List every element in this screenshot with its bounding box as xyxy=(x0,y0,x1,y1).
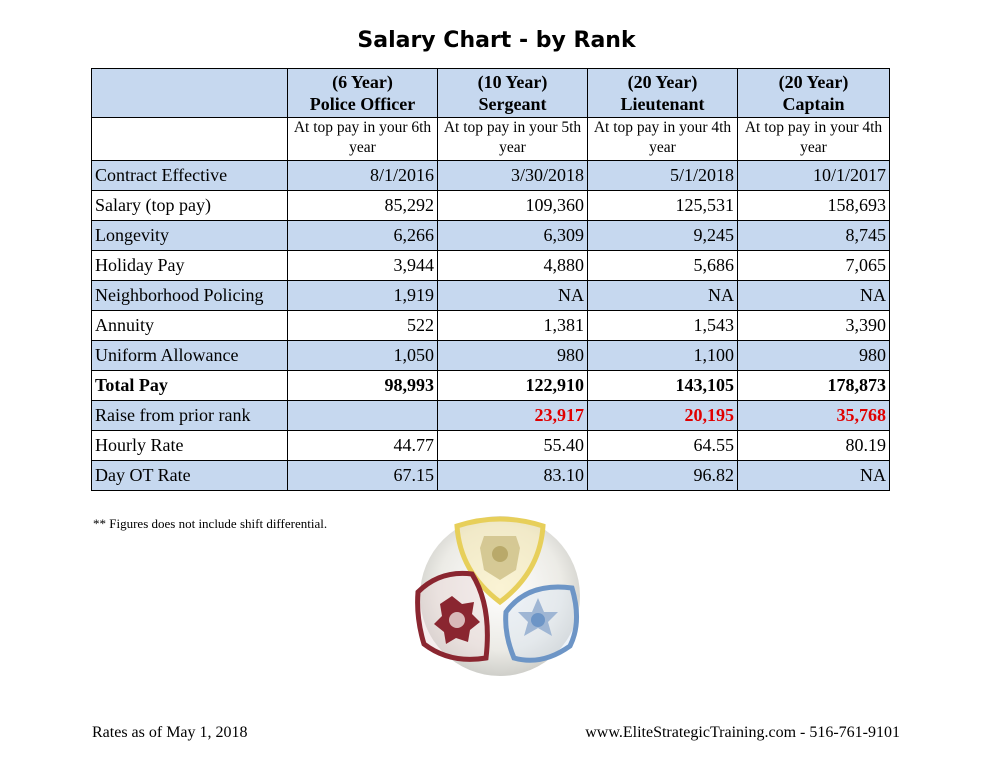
row-raise-from-prior-rank: Raise from prior rank 23,917 20,195 35,7… xyxy=(91,400,890,431)
header-years: (20 Year) xyxy=(778,72,849,92)
cell-value: 125,531 xyxy=(587,190,738,221)
row-label: Holiday Pay xyxy=(91,250,288,281)
cell-value: 9,245 xyxy=(587,220,738,251)
header-years: (10 Year) xyxy=(477,72,548,92)
cell-value: NA xyxy=(587,280,738,311)
row-salary: Salary (top pay) 85,292 109,360 125,531 … xyxy=(91,190,890,221)
cell-value: 3,944 xyxy=(287,250,438,281)
cell-value: 143,105 xyxy=(587,370,738,401)
cell-value: 3,390 xyxy=(737,310,890,341)
cell-value: 98,993 xyxy=(287,370,438,401)
cell-value: 980 xyxy=(737,340,890,371)
header-captain: (20 Year) Captain xyxy=(737,68,890,118)
badge-logo xyxy=(415,516,580,676)
cell-value: 7,065 xyxy=(737,250,890,281)
subheader-row: At top pay in your 6th year At top pay i… xyxy=(91,117,890,161)
cell-value: 96.82 xyxy=(587,460,738,491)
cell-value: 44.77 xyxy=(287,430,438,461)
header-years: (20 Year) xyxy=(627,72,698,92)
cell-value: 8/1/2016 xyxy=(287,160,438,191)
header-rank: Captain xyxy=(782,94,845,114)
cell-value: 23,917 xyxy=(437,400,588,431)
cell-value: NA xyxy=(737,460,890,491)
cell-value: 8,745 xyxy=(737,220,890,251)
cell-value: NA xyxy=(437,280,588,311)
footnote: ** Figures does not include shift differ… xyxy=(93,516,328,531)
cell-value: 64.55 xyxy=(587,430,738,461)
cell-value: 85,292 xyxy=(287,190,438,221)
cell-value: 980 xyxy=(437,340,588,371)
row-annuity: Annuity 522 1,381 1,543 3,390 xyxy=(91,310,890,341)
cell-value: 158,693 xyxy=(737,190,890,221)
cell-value: 1,919 xyxy=(287,280,438,311)
cell-value: 5/1/2018 xyxy=(587,160,738,191)
header-lieutenant: (20 Year) Lieutenant xyxy=(587,68,738,118)
cell-value: 4,880 xyxy=(437,250,588,281)
cell-value xyxy=(287,400,438,431)
row-label: Uniform Allowance xyxy=(91,340,288,371)
row-total-pay: Total Pay 98,993 122,910 143,105 178,873 xyxy=(91,370,890,401)
row-label: Contract Effective xyxy=(91,160,288,191)
blue-shield-icon xyxy=(503,584,579,663)
row-label: Day OT Rate xyxy=(91,460,288,491)
row-label: Longevity xyxy=(91,220,288,251)
rates-as-of-text: Rates as of May 1, 2018 xyxy=(92,724,248,741)
subheader-note: At top pay in your 4th year xyxy=(587,117,738,161)
row-uniform-allowance: Uniform Allowance 1,050 980 1,100 980 xyxy=(91,340,890,371)
cell-value: 3/30/2018 xyxy=(437,160,588,191)
cell-value: 55.40 xyxy=(437,430,588,461)
page-title: Salary Chart - by Rank xyxy=(357,28,636,53)
cell-value: 83.10 xyxy=(437,460,588,491)
maroon-shield-icon xyxy=(415,570,490,662)
cell-value: 522 xyxy=(287,310,438,341)
header-row: (6 Year) Police Officer (10 Year) Sergeant… xyxy=(91,68,890,118)
cell-value: 5,686 xyxy=(587,250,738,281)
salary-table: (6 Year) Police Officer (10 Year) Sergeant… xyxy=(91,68,890,491)
cell-value: 80.19 xyxy=(737,430,890,461)
subheader-empty-cell xyxy=(91,117,288,161)
row-longevity: Longevity 6,266 6,309 9,245 8,745 xyxy=(91,220,890,251)
cell-value: 109,360 xyxy=(437,190,588,221)
header-rank: Sergeant xyxy=(478,94,547,114)
cell-value: 6,309 xyxy=(437,220,588,251)
row-label: Hourly Rate xyxy=(91,430,288,461)
row-label: Neighborhood Policing xyxy=(91,280,288,311)
cell-value: 1,381 xyxy=(437,310,588,341)
row-day-ot-rate: Day OT Rate 67.15 83.10 96.82 NA xyxy=(91,460,890,491)
cell-value: 1,543 xyxy=(587,310,738,341)
cell-value: 67.15 xyxy=(287,460,438,491)
cell-value: 20,195 xyxy=(587,400,738,431)
header-empty-cell xyxy=(91,68,288,118)
row-label: Salary (top pay) xyxy=(91,190,288,221)
subheader-note: At top pay in your 5th year xyxy=(437,117,588,161)
row-contract-effective: Contract Effective 8/1/2016 3/30/2018 5/… xyxy=(91,160,890,191)
cell-value: 122,910 xyxy=(437,370,588,401)
cell-value: 1,050 xyxy=(287,340,438,371)
row-hourly-rate: Hourly Rate 44.77 55.40 64.55 80.19 xyxy=(91,430,890,461)
cell-value: 10/1/2017 xyxy=(737,160,890,191)
header-rank: Police Officer xyxy=(309,94,416,114)
header-police-officer: (6 Year) Police Officer xyxy=(287,68,438,118)
row-label: Total Pay xyxy=(91,370,288,401)
header-years: (6 Year) xyxy=(332,72,393,92)
row-neighborhood-policing: Neighborhood Policing 1,919 NA NA NA xyxy=(91,280,890,311)
cell-value: 178,873 xyxy=(737,370,890,401)
cell-value: 6,266 xyxy=(287,220,438,251)
header-rank: Lieutenant xyxy=(620,94,705,114)
header-sergeant: (10 Year) Sergeant xyxy=(437,68,588,118)
cell-value: NA xyxy=(737,280,890,311)
row-label: Raise from prior rank xyxy=(91,400,288,431)
row-label: Annuity xyxy=(91,310,288,341)
yellow-shield-icon xyxy=(454,516,546,606)
row-holiday-pay: Holiday Pay 3,944 4,880 5,686 7,065 xyxy=(91,250,890,281)
cell-value: 1,100 xyxy=(587,340,738,371)
cell-value: 35,768 xyxy=(737,400,890,431)
subheader-note: At top pay in your 4th year xyxy=(737,117,890,161)
subheader-note: At top pay in your 6th year xyxy=(287,117,438,161)
contact-text: www.EliteStrategicTraining.com - 516-761… xyxy=(585,724,900,741)
